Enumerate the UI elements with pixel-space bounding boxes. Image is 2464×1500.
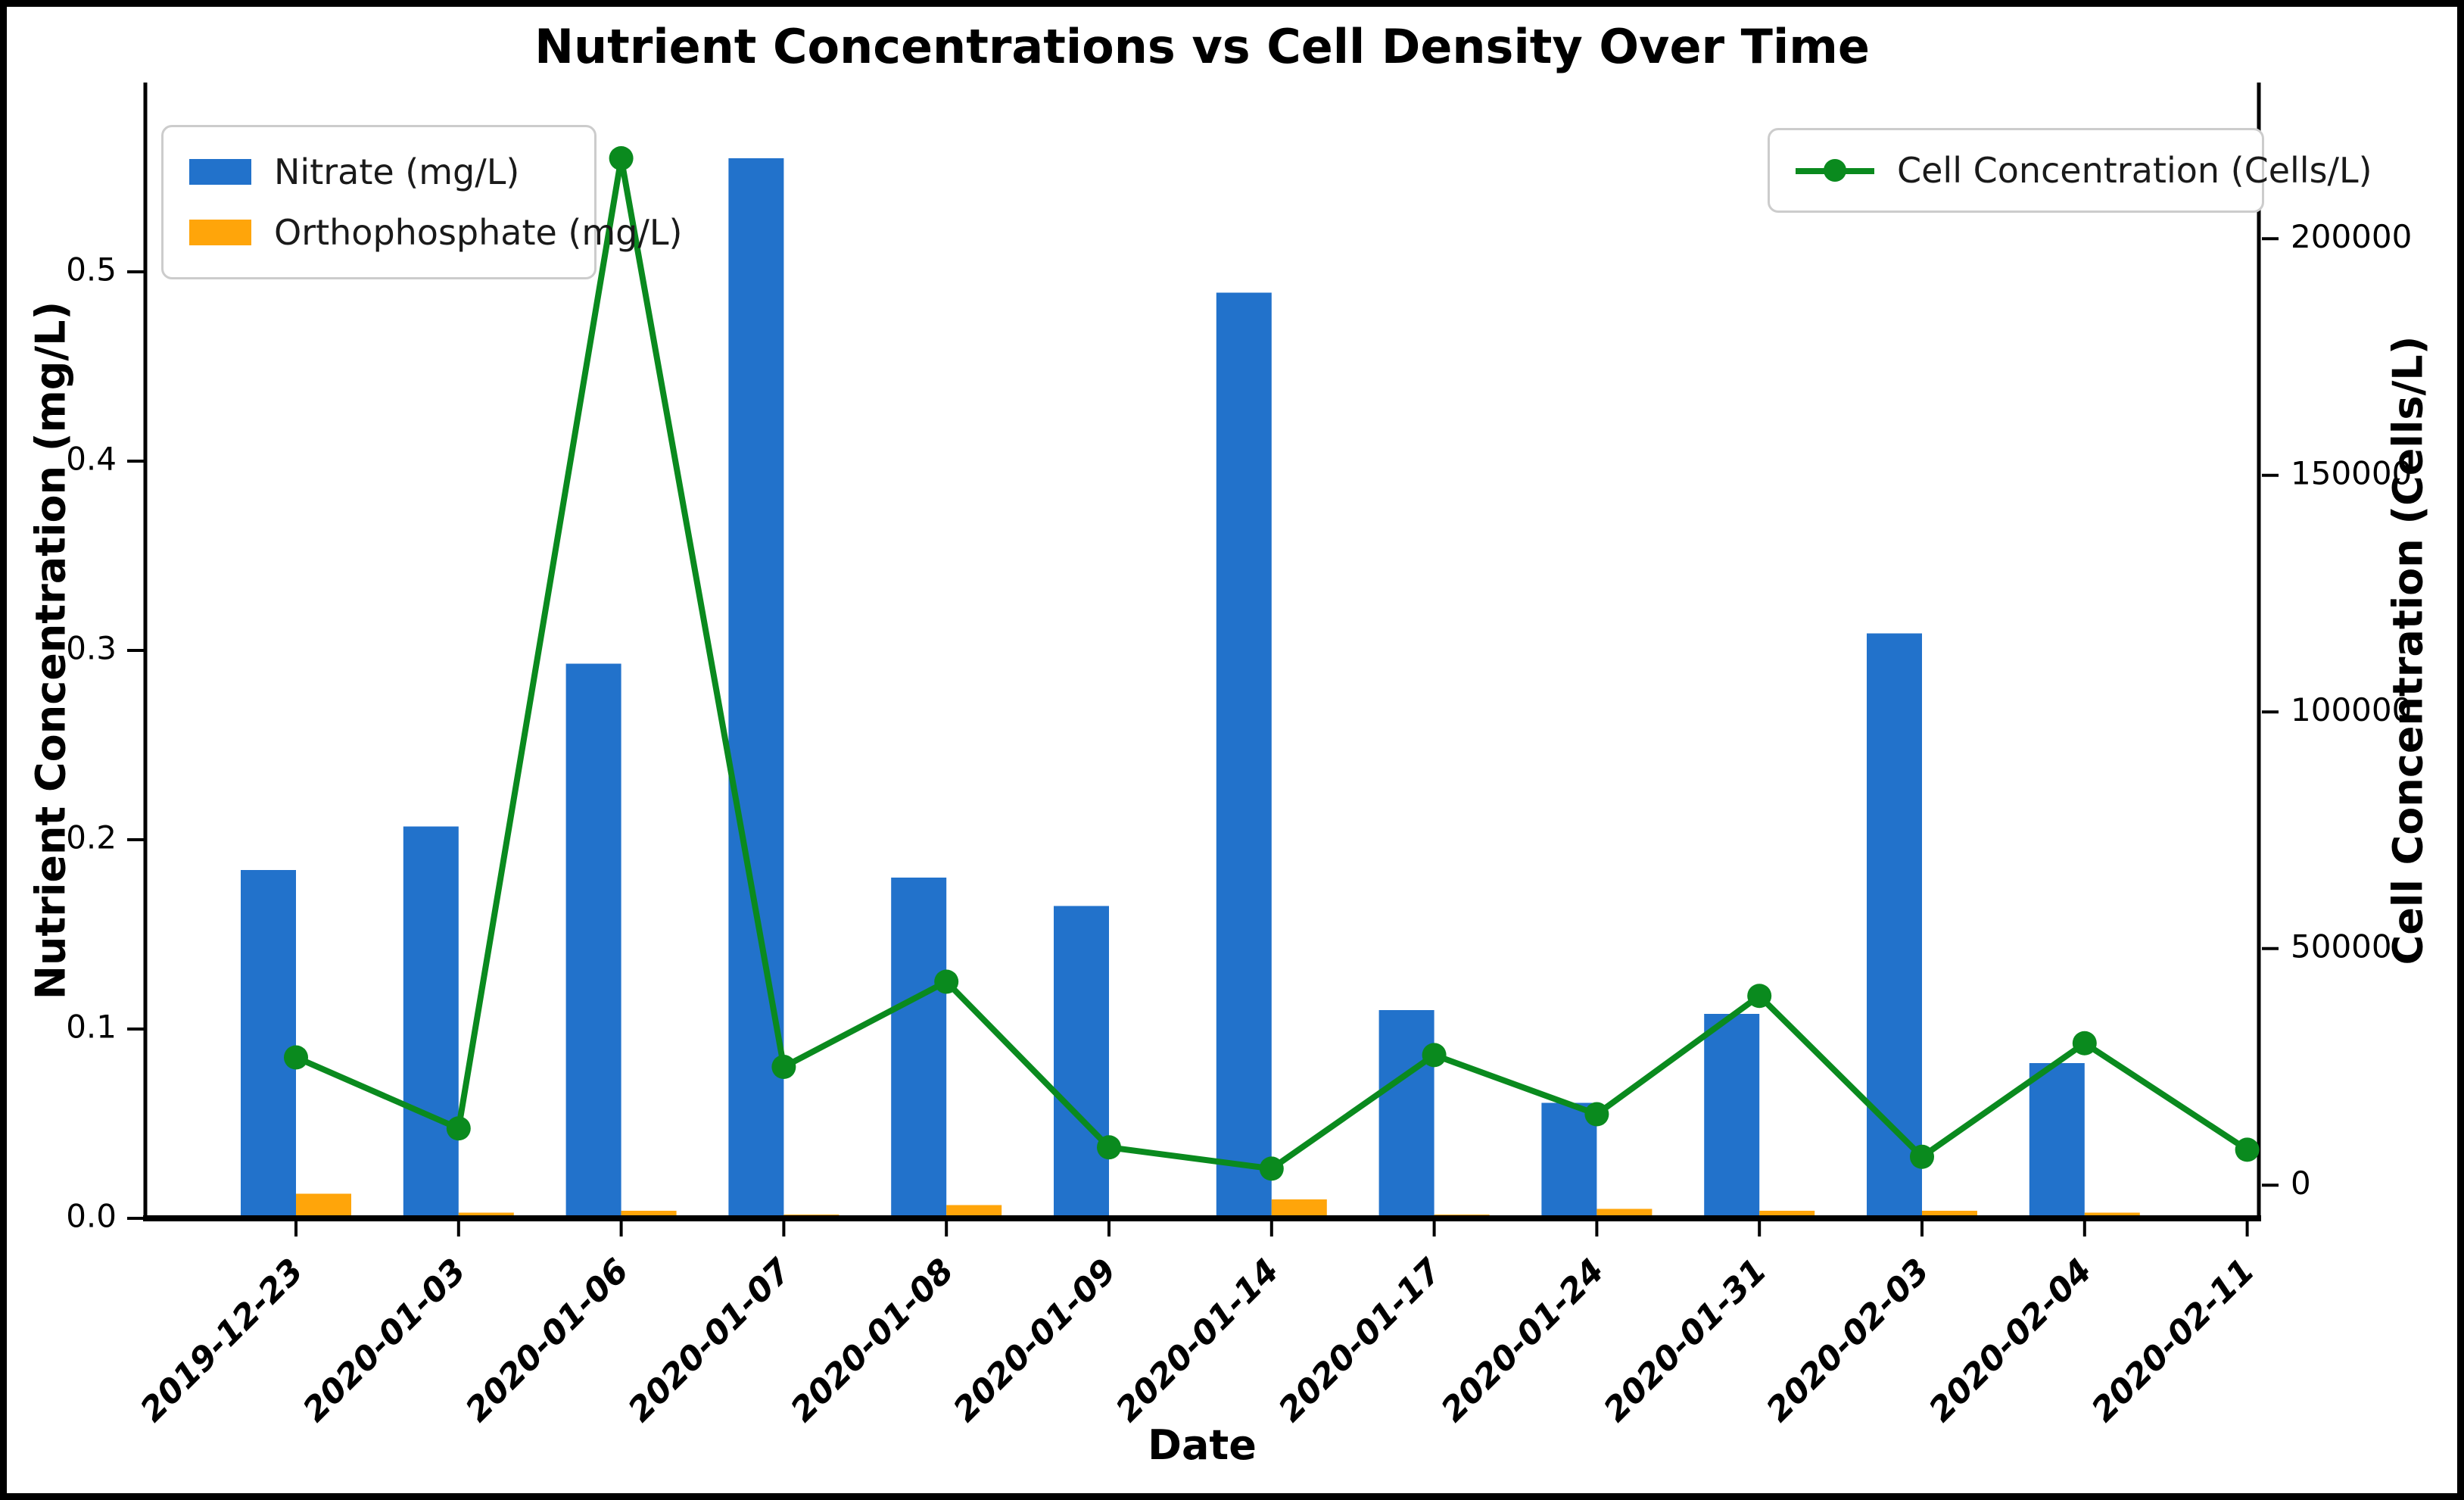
cell-concentration-marker xyxy=(2072,1031,2097,1056)
nitrate-bar xyxy=(1378,1010,1434,1218)
orthophosphate-bar xyxy=(1922,1211,1977,1218)
orthophosphate-bar xyxy=(296,1193,351,1218)
legend-cells: Cell Concentration (Cells/L) xyxy=(1768,128,2372,213)
cell-line-swatch-icon xyxy=(1796,157,1874,183)
nitrate-bar xyxy=(241,870,296,1218)
x-axis-tick-label: 2020-01-07 xyxy=(621,1251,799,1429)
left-axis-tick-label: 0.0 xyxy=(66,1198,117,1235)
left-axis-tick-label: 0.1 xyxy=(66,1009,117,1046)
cell-concentration-marker xyxy=(1747,984,1772,1009)
right-axis-tick-label: 50000 xyxy=(2291,928,2392,965)
x-axis-title: Date xyxy=(1148,1421,1257,1469)
x-axis-tick-label: 2020-01-24 xyxy=(1434,1252,1612,1430)
x-axis-tick-label: 2019-12-23 xyxy=(133,1252,311,1430)
orthophosphate-bar xyxy=(1271,1199,1327,1218)
chart-title: Nutrient Concentrations vs Cell Density … xyxy=(534,19,1870,74)
left-axis-tick-label: 0.2 xyxy=(66,819,117,856)
cell-concentration-marker xyxy=(284,1045,308,1070)
x-axis-tick-label: 2020-01-09 xyxy=(946,1252,1124,1430)
x-axis-tick-label: 2020-01-08 xyxy=(783,1252,961,1430)
legend-entry-orthophosphate: Orthophosphate (mg/L) xyxy=(189,212,682,253)
nitrate-bar xyxy=(1054,906,1109,1218)
orthophosphate-bar xyxy=(1759,1211,1815,1218)
cell-concentration-marker xyxy=(1910,1144,1934,1169)
cell-concentration-marker xyxy=(1422,1043,1447,1068)
nitrate-bar xyxy=(565,663,621,1218)
cell-concentration-marker xyxy=(771,1055,796,1079)
left-axis-tick-label: 0.5 xyxy=(66,251,117,288)
cell-concentration-marker xyxy=(609,146,634,170)
right-axis-tick-label: 100000 xyxy=(2291,691,2412,728)
nitrate-swatch-icon xyxy=(189,159,251,185)
nitrate-bar xyxy=(403,826,459,1218)
left-axis-tick-label: 0.4 xyxy=(66,441,117,478)
plot-area: 0.0 0.1 0.2 0.3 0.4 0.5 0 50000 100000 150000 2000… xyxy=(66,83,2412,1430)
orthophosphate-bar xyxy=(621,1211,677,1218)
orthophosphate-bar xyxy=(946,1205,1002,1218)
cell-concentration-marker xyxy=(2235,1137,2260,1162)
nitrate-bar xyxy=(891,878,947,1218)
right-axis-tick-label: 0 xyxy=(2291,1165,2311,1202)
right-axis-tick-label: 150000 xyxy=(2291,454,2412,491)
cell-concentration-marker xyxy=(1259,1156,1284,1181)
x-axis-tick-label: 2020-01-03 xyxy=(295,1252,473,1430)
cell-concentration-marker xyxy=(934,969,959,994)
nitrate-bar xyxy=(2029,1063,2085,1218)
cell-concentration-marker xyxy=(446,1116,471,1141)
cell-concentration-marker xyxy=(1584,1102,1609,1127)
x-axis-tick-label: 2020-02-04 xyxy=(1921,1252,2099,1430)
x-axis-tick-label: 2020-01-14 xyxy=(1108,1252,1286,1430)
x-axis-tick-label: 2020-02-03 xyxy=(1759,1252,1937,1430)
legend-nutrients: Nitrate (mg/L) Orthophosphate (mg/L) xyxy=(161,125,682,279)
legend-label-orthophosphate: Orthophosphate (mg/L) xyxy=(274,212,683,253)
legend-label-cells: Cell Concentration (Cells/L) xyxy=(1897,150,2372,191)
nitrate-bar xyxy=(1704,1014,1760,1218)
legend-entry-cells: Cell Concentration (Cells/L) xyxy=(1796,150,2372,191)
x-axis-tick-label: 2020-01-17 xyxy=(1271,1251,1449,1429)
left-axis-tick-label: 0.3 xyxy=(66,630,117,667)
x-axis-tick-label: 2020-02-11 xyxy=(2084,1252,2262,1430)
x-axis-tick-label: 2020-01-31 xyxy=(1596,1252,1774,1430)
nitrate-bar xyxy=(1216,292,1272,1218)
nitrate-bar xyxy=(1541,1102,1597,1218)
right-axis-tick-label: 200000 xyxy=(2291,218,2412,255)
x-axis-tick-label: 2020-01-06 xyxy=(458,1252,636,1430)
orthophosphate-swatch-icon xyxy=(189,220,251,245)
legend-entry-nitrate: Nitrate (mg/L) xyxy=(189,151,568,192)
cell-concentration-marker xyxy=(1097,1135,1121,1160)
legend-label-nitrate: Nitrate (mg/L) xyxy=(274,151,520,192)
nitrate-bar xyxy=(728,158,784,1218)
nitrate-bar xyxy=(1867,633,1922,1218)
